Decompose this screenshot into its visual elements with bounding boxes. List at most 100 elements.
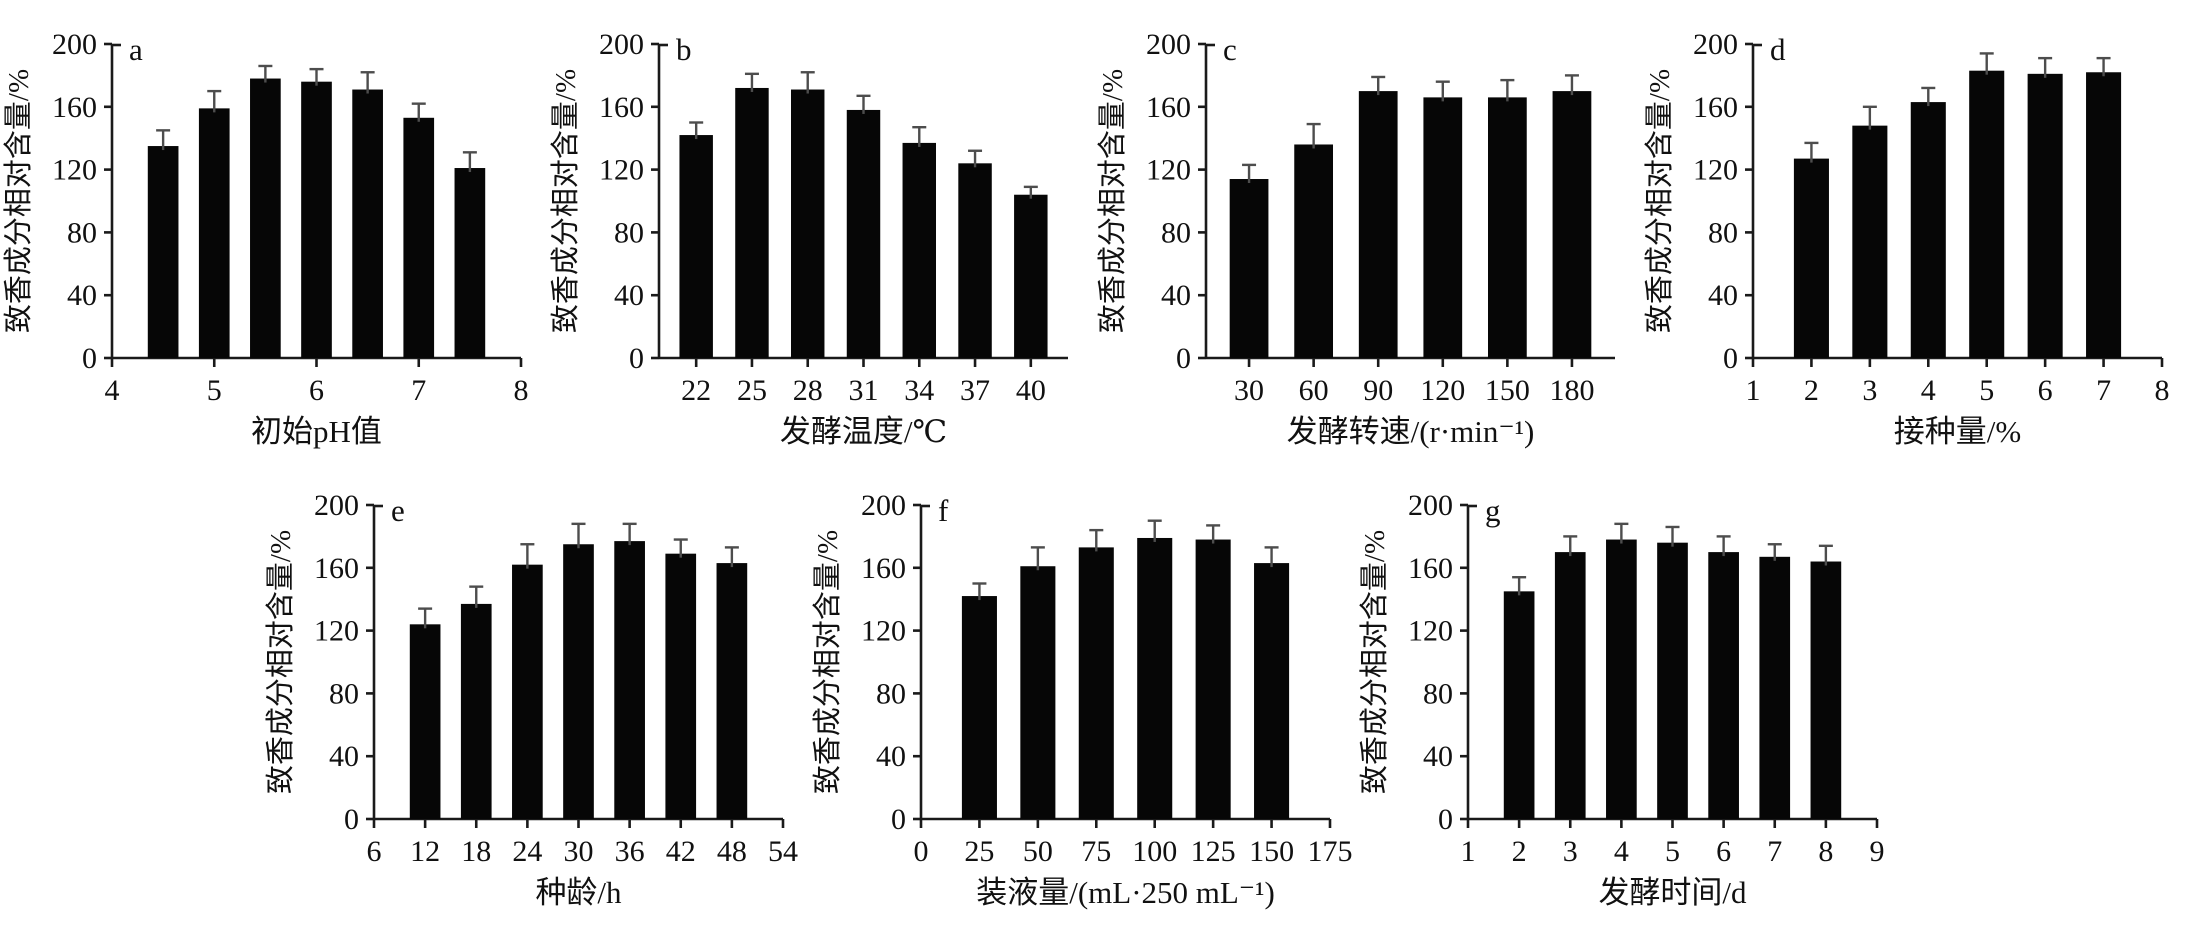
bar — [1195, 539, 1231, 819]
svg-text:0: 0 — [1438, 803, 1453, 836]
svg-text:120: 120 — [599, 154, 644, 187]
bar — [563, 544, 594, 819]
panel-letter: e — [391, 493, 405, 528]
svg-text:6: 6 — [1716, 835, 1731, 868]
bar — [614, 541, 645, 819]
bar-chart-svg: 0 40 80 120 160 200 22 25 28 31 34 37 40 b 发酵温度/℃ 致香成分相… — [549, 28, 1068, 449]
svg-text:48: 48 — [717, 835, 747, 868]
error-bar — [2096, 56, 2111, 77]
error-bar — [156, 129, 171, 151]
x-axis-title: 装液量/(mL·250 mL⁻¹) — [976, 875, 1275, 910]
bar — [1552, 91, 1592, 358]
svg-text:80: 80 — [67, 216, 97, 249]
axes — [1198, 42, 1615, 367]
bar — [1254, 563, 1290, 819]
bars — [1793, 52, 2122, 358]
x-tick-labels: 4 5 6 7 8 — [105, 374, 529, 407]
svg-text:160: 160 — [1693, 91, 1738, 124]
svg-text:0: 0 — [629, 342, 644, 375]
error-bar — [1862, 105, 1877, 130]
error-bar — [258, 64, 273, 83]
svg-text:150: 150 — [1249, 835, 1294, 868]
bar-chart-svg: 0 40 80 120 160 200 4 5 6 7 8 a 初始pH值 致香成分相对含量/% — [2, 28, 529, 449]
y-tick-labels: 0 40 80 120 160 200 — [1146, 28, 1191, 375]
bar — [454, 168, 486, 358]
chart-panel-f: 0 40 80 120 160 200 0 25 50 75 100 125 150 175 f 装液量/(m… — [809, 463, 1356, 918]
bar — [1020, 566, 1056, 819]
error-bar — [411, 102, 426, 122]
bar — [716, 563, 748, 819]
bar-chart-svg: 0 40 80 120 160 200 6 12 18 24 30 36 42 48 54 e 种龄/h 致香成分… — [264, 489, 799, 910]
x-tick-labels: 6 12 18 24 30 36 42 48 54 — [367, 835, 799, 868]
svg-text:200: 200 — [1146, 28, 1191, 61]
error-bar — [207, 89, 222, 113]
chart-panel-b: 0 40 80 120 160 200 22 25 28 31 34 37 40 b 发酵温度/℃ 致香成分相… — [547, 2, 1094, 457]
svg-text:120: 120 — [314, 615, 359, 648]
chart-row-2: 0 40 80 120 160 200 6 12 18 24 30 36 42 48 54 e 种龄/h 致香成分… — [0, 463, 2188, 918]
svg-text:30: 30 — [564, 835, 594, 868]
svg-text:0: 0 — [891, 803, 906, 836]
svg-text:160: 160 — [1408, 552, 1453, 585]
y-tick-labels: 0 40 80 120 160 200 — [861, 489, 906, 836]
error-bar — [1435, 80, 1450, 102]
bar — [790, 89, 825, 358]
error-bar — [744, 72, 759, 92]
y-axis-title: 致香成分相对含量/% — [811, 530, 844, 794]
error-bar — [1242, 163, 1257, 184]
bar-chart-svg: 0 40 80 120 160 200 30 60 90 120 150 180 c 发酵转速/(r·mi… — [1096, 28, 1615, 449]
svg-text:80: 80 — [1161, 216, 1191, 249]
bar — [1657, 542, 1688, 819]
svg-text:200: 200 — [52, 28, 97, 61]
error-bar — [462, 151, 477, 173]
error-bar — [972, 582, 987, 601]
x-tick-labels: 1 2 3 4 5 6 7 8 — [1746, 374, 2170, 407]
chart-panel-g: 0 40 80 120 160 200 1 2 3 4 5 6 7 8 9 g 发酵时间/d 致香成分相对含量/% — [1356, 463, 1903, 918]
svg-text:40: 40 — [876, 740, 906, 773]
error-bar — [520, 543, 535, 569]
bar — [1358, 91, 1398, 358]
svg-text:54: 54 — [768, 835, 798, 868]
svg-text:8: 8 — [2155, 374, 2170, 407]
x-axis-title: 种龄/h — [535, 875, 622, 910]
svg-text:18: 18 — [461, 835, 491, 868]
error-bar — [1716, 535, 1731, 557]
y-axis-title: 致香成分相对含量/% — [264, 530, 297, 794]
svg-text:120: 120 — [1420, 374, 1465, 407]
svg-text:0: 0 — [914, 835, 929, 868]
bar — [301, 81, 332, 359]
svg-text:0: 0 — [82, 342, 97, 375]
svg-text:25: 25 — [737, 374, 767, 407]
error-bar — [1089, 528, 1104, 552]
bar — [1014, 194, 1048, 358]
bars — [961, 519, 1290, 819]
panel-letter: d — [1770, 32, 1786, 67]
svg-text:1: 1 — [1461, 835, 1476, 868]
bar — [1078, 547, 1114, 819]
error-bar — [968, 149, 983, 168]
svg-text:8: 8 — [514, 374, 529, 407]
svg-text:0: 0 — [1176, 342, 1191, 375]
bar — [1793, 158, 1829, 358]
svg-text:3: 3 — [1563, 835, 1578, 868]
svg-text:40: 40 — [1161, 279, 1191, 312]
bar — [961, 596, 997, 819]
bar — [735, 87, 769, 359]
bar — [1969, 70, 2005, 358]
error-bar — [1921, 86, 1936, 107]
svg-text:5: 5 — [1665, 835, 1680, 868]
panel-letter: f — [938, 493, 949, 528]
error-bar — [1512, 576, 1527, 596]
error-bar — [1614, 522, 1629, 544]
svg-text:1: 1 — [1746, 374, 1761, 407]
error-bar — [360, 71, 375, 94]
bars — [1503, 522, 1842, 819]
x-axis-title: 发酵转速/(r·min⁻¹) — [1287, 414, 1535, 449]
svg-text:25: 25 — [964, 835, 994, 868]
error-bar — [1030, 546, 1045, 571]
svg-text:60: 60 — [1299, 374, 1329, 407]
svg-text:40: 40 — [1423, 740, 1453, 773]
svg-text:120: 120 — [1408, 615, 1453, 648]
bar — [1229, 179, 1269, 358]
svg-text:4: 4 — [1614, 835, 1629, 868]
